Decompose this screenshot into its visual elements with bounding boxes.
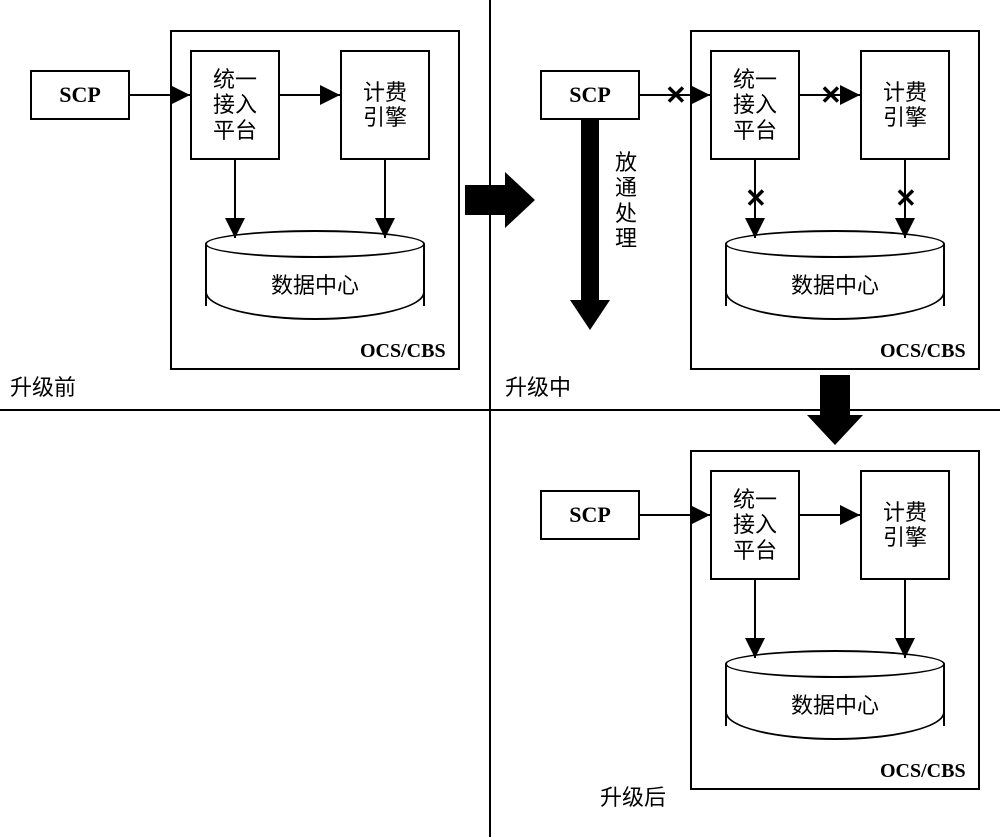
after-phase-label: 升级后	[600, 780, 666, 812]
after-engine-box: 计费 引擎	[860, 470, 950, 580]
after-scp-label: SCP	[569, 502, 611, 528]
passthrough-label: 放 通 处 理	[615, 150, 637, 251]
after-datacenter-cylinder: 数据中心	[725, 650, 945, 740]
eng-l2: 引擎	[363, 105, 407, 130]
during-engine-box: 计费 引擎	[860, 50, 950, 160]
after-datacenter-label: 数据中心	[725, 688, 945, 720]
before-datacenter-cylinder: 数据中心	[205, 230, 425, 320]
during-phase-label: 升级中	[505, 370, 571, 402]
during-scp-box: SCP	[540, 70, 640, 120]
during-datacenter-label: 数据中心	[725, 268, 945, 300]
block-x-icon: ✕	[745, 185, 767, 211]
passthrough-arrow-icon	[570, 120, 610, 330]
during-uap-box: 统一 接入 平台	[710, 50, 800, 160]
before-datacenter-label: 数据中心	[205, 268, 425, 300]
uap-l1: 统一	[213, 67, 257, 92]
during-scp-label: SCP	[569, 82, 611, 108]
eng-l1: 计费	[363, 80, 407, 105]
block-x-icon: ✕	[895, 185, 917, 211]
diagram-canvas: SCP OCS/CBS 统一 接入 平台 计费 引擎 数据中心 升级前 SCP …	[0, 0, 1000, 837]
transition-arrow-down-icon	[807, 375, 863, 445]
after-uap-box: 统一 接入 平台	[710, 470, 800, 580]
after-scp-box: SCP	[540, 490, 640, 540]
before-ocs-label: OCS/CBS	[360, 340, 446, 363]
block-x-icon: ✕	[820, 82, 842, 108]
transition-arrow-right-icon	[465, 172, 535, 228]
uap-l2: 接入	[213, 92, 257, 117]
before-engine-box: 计费 引擎	[340, 50, 430, 160]
during-datacenter-cylinder: 数据中心	[725, 230, 945, 320]
before-phase-label: 升级前	[10, 370, 76, 402]
before-uap-box: 统一 接入 平台	[190, 50, 280, 160]
after-ocs-label: OCS/CBS	[880, 760, 966, 783]
during-ocs-label: OCS/CBS	[880, 340, 966, 363]
uap-l3: 平台	[213, 118, 257, 143]
before-scp-box: SCP	[30, 70, 130, 120]
before-scp-label: SCP	[59, 82, 101, 108]
block-x-icon: ✕	[665, 82, 687, 108]
